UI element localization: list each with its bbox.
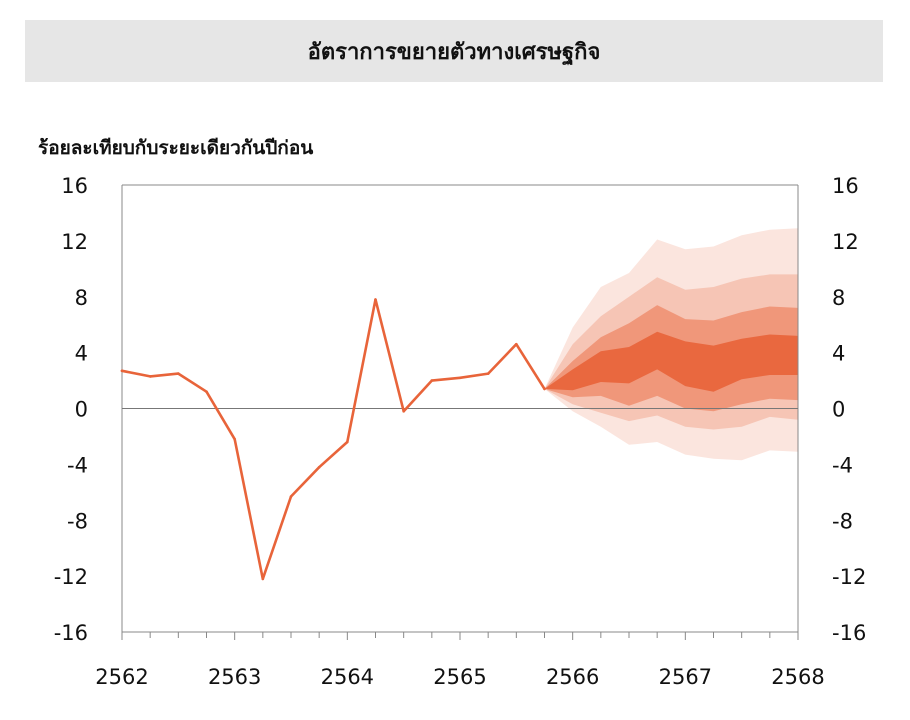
series-lines [120,298,546,581]
data-point [458,376,462,380]
y-tick-label-left: 12 [61,230,88,254]
x-tick-label: 2567 [659,665,712,689]
axes [121,184,799,640]
data-point [374,298,377,301]
data-point [261,577,265,581]
x-tick-label: 2564 [321,665,374,689]
chart-title: อัตราการขยายตัวทางเศรษฐกิจ [307,39,601,65]
y-tick-label-right: -16 [832,621,866,645]
data-point [177,372,180,375]
data-point [543,387,546,391]
data-point [317,465,321,469]
y-tick-label-left: -4 [67,453,88,477]
y-tick-label-right: 16 [832,174,859,198]
y-tick-label-left: 4 [75,342,88,366]
y-tick-label-right: -8 [832,509,853,533]
data-point [515,342,518,346]
x-tick-label: 2565 [433,665,486,689]
y-tick-label-right: 12 [832,230,859,254]
y-tick-label-right: 0 [832,398,845,422]
y-tick-label-right: 8 [832,286,845,310]
y-tick-label-left: 16 [61,174,88,198]
y-tick-label-left: 8 [75,286,88,310]
data-point [120,369,124,373]
data-point [346,440,349,444]
chart-title-bar: อัตราการขยายตัวทางเศรษฐกิจ [25,20,883,82]
data-point [289,495,293,498]
x-tick-label: 2568 [771,665,824,689]
y-tick-label-right: 4 [832,342,845,366]
data-point [402,410,406,413]
y-tick-label-left: -8 [67,509,88,533]
fan-bands [544,228,798,461]
data-point [233,437,236,441]
tick-labels: 2562 2563 2564 2565 2566 2567 2568 16 16 12 12 8 8 4 4… [54,174,867,689]
data-point [205,390,208,394]
data-point [430,379,434,382]
x-tick-label: 2562 [95,665,148,689]
y-tick-label-left: -16 [54,621,88,645]
y-tick-label-left: 0 [75,398,88,422]
y-tick-label-left: -12 [54,565,88,589]
fan-band-4 [544,331,798,392]
series-line-1 [120,298,546,581]
y-tick-label-right: -4 [832,453,853,477]
y-axis-label: ร้อยละเทียบกับระยะเดียวกันปีก่อน [38,137,314,159]
data-point [148,375,152,378]
x-tick-label: 2566 [546,665,599,689]
x-tick-label: 2563 [208,665,261,689]
data-point [486,372,490,375]
y-tick-label-right: -12 [832,565,866,589]
